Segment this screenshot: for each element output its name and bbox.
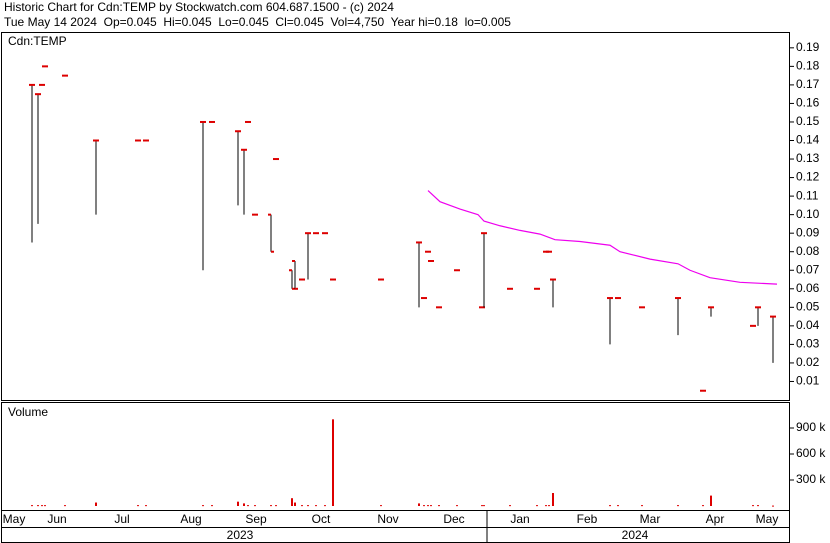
volume-bar (509, 505, 511, 507)
x-tick-label: Sep (245, 512, 267, 526)
y-tick-label: 0.05 (796, 299, 820, 313)
volume-bar (237, 501, 239, 506)
y-tick-label: 0.14 (796, 133, 820, 147)
volume-bar (677, 505, 679, 507)
panel-label: Cdn:TEMP (8, 34, 67, 48)
y-tick-label: 0.07 (796, 262, 820, 276)
chart-title: Historic Chart for Cdn:TEMP by Stockwatc… (4, 0, 394, 14)
volume-bar (380, 505, 382, 507)
volume-bar (427, 505, 429, 507)
year-strip (1, 527, 790, 543)
volume-bar (202, 505, 204, 507)
volume-bar (752, 505, 754, 507)
y-tick-label: 0.17 (796, 77, 820, 91)
volume-bar (254, 505, 256, 507)
volume-bar (545, 505, 547, 507)
x-tick-label: Apr (706, 512, 725, 526)
x-tick-label: Feb (577, 512, 598, 526)
volume-bar (456, 505, 458, 507)
x-tick-label: Dec (443, 512, 464, 526)
volume-bar (548, 505, 550, 507)
volume-bar (243, 503, 245, 506)
volume-bar (609, 505, 611, 507)
volume-bar (95, 502, 97, 506)
volume-bar (332, 419, 334, 506)
volume-bar (481, 505, 483, 507)
y-tick-label: 0.02 (796, 355, 820, 369)
volume-y-tick-label: 300 k (796, 472, 826, 486)
price-panel (1, 32, 790, 401)
y-tick-label: 0.03 (796, 337, 820, 351)
volume-bar (438, 505, 440, 507)
volume-bar (552, 493, 554, 506)
volume-bar (44, 505, 46, 507)
y-tick-label: 0.12 (796, 170, 820, 184)
volume-bar (145, 505, 147, 507)
volume-bar (211, 505, 213, 507)
y-tick-label: 0.11 (796, 188, 819, 202)
y-tick-label: 0.06 (796, 281, 820, 295)
x-tick-label: Jun (47, 512, 66, 526)
volume-bar (294, 502, 296, 506)
chart-subtitle: Tue May 14 2024 Op=0.045 Hi=0.045 Lo=0.0… (4, 15, 511, 29)
y-tick-label: 0.18 (796, 59, 820, 73)
x-tick-label: Jul (114, 512, 129, 526)
volume-y-tick-label: 900 k (796, 420, 826, 434)
volume-y-tick-label: 600 k (796, 446, 826, 460)
y-tick-label: 0.08 (796, 244, 820, 258)
y-tick-label: 0.09 (796, 225, 820, 239)
volume-bar (641, 505, 643, 507)
volume-bar (702, 505, 704, 507)
x-tick-label: Nov (377, 512, 398, 526)
volume-bar (37, 505, 39, 507)
volume-bar (247, 505, 249, 507)
volume-panel (1, 402, 790, 511)
x-tick-label: Jan (510, 512, 529, 526)
x-tick-label: May (3, 512, 26, 526)
volume-bar (270, 505, 272, 507)
y-tick-label: 0.10 (796, 207, 820, 221)
year-label: 2023 (227, 528, 254, 542)
volume-bar (41, 505, 43, 507)
volume-bar (536, 505, 538, 507)
y-tick-label: 0.01 (796, 374, 820, 388)
y-tick-label: 0.04 (796, 318, 820, 332)
volume-bar (324, 505, 326, 507)
moving-average (427, 190, 778, 285)
x-tick-label: Aug (180, 512, 201, 526)
volume-bar (31, 505, 33, 507)
volume-bar (275, 505, 277, 507)
volume-label: Volume (8, 405, 48, 419)
volume-bar (483, 505, 485, 507)
y-tick-label: 0.13 (796, 151, 820, 165)
volume-bar (710, 495, 712, 506)
volume-bar (423, 505, 425, 507)
year-label: 2024 (622, 528, 649, 542)
volume-bar (64, 505, 66, 507)
volume-bar (430, 505, 432, 507)
volume-bar (772, 505, 774, 507)
x-tick-label: Mar (640, 512, 661, 526)
volume-bar (757, 505, 759, 507)
x-tick-label: Oct (312, 512, 331, 526)
volume-bar (617, 505, 619, 507)
volume-bar (307, 505, 309, 507)
x-tick-label: May (756, 512, 779, 526)
y-tick-label: 0.15 (796, 114, 820, 128)
volume-bar (315, 505, 317, 507)
volume-bar (418, 503, 420, 506)
y-tick-label: 0.19 (796, 40, 820, 54)
volume-bar (301, 505, 303, 507)
volume-bar (291, 498, 293, 506)
volume-bar (137, 505, 139, 507)
y-tick-label: 0.16 (796, 96, 820, 110)
